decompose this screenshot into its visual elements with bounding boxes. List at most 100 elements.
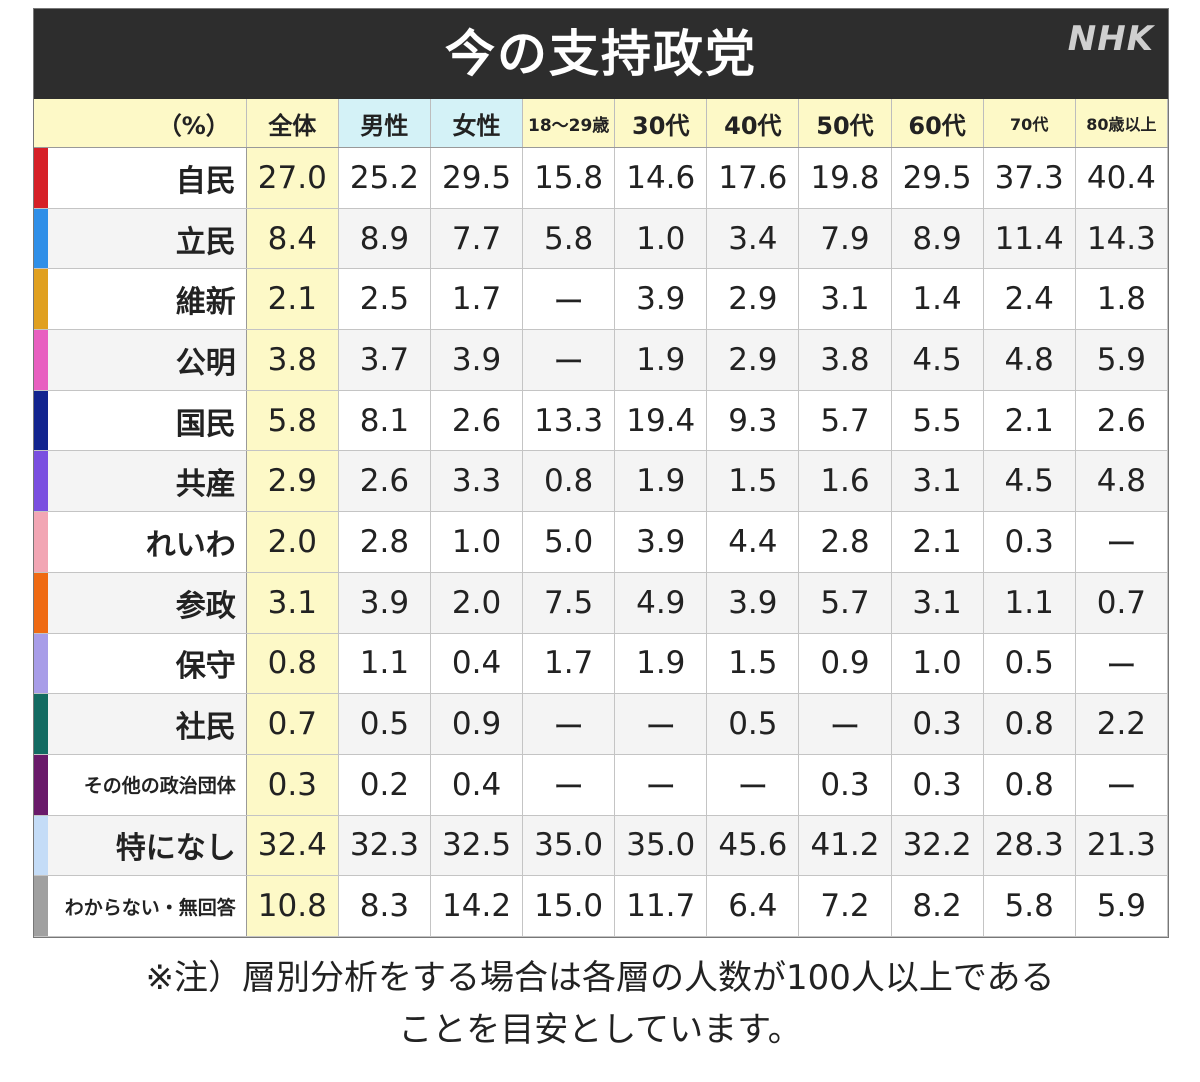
value-cell: 1.6 xyxy=(798,450,892,513)
value-cell: 8.2 xyxy=(891,875,984,937)
value-cell: 13.3 xyxy=(522,390,616,452)
party-name: れいわ xyxy=(145,527,236,563)
value-cell: ー xyxy=(1075,633,1169,695)
value-cell: 0.9 xyxy=(798,633,892,695)
table-row: 維新 2.1 2.5 1.7 ー 3.9 2.9 3.1 1.4 2.4 1.8 xyxy=(34,268,1169,331)
value-cell: 29.5 xyxy=(430,147,524,209)
party-name: 特になし xyxy=(115,831,236,867)
value-cell: 14.6 xyxy=(614,147,708,209)
value-cell-all: 27.0 xyxy=(246,147,339,209)
value-cell-all: 3.8 xyxy=(246,329,339,391)
value-cell-all: 32.4 xyxy=(246,815,339,877)
party-color-swatch xyxy=(34,512,48,572)
value-cell: ー xyxy=(522,754,616,816)
column-header: 全体 xyxy=(246,99,339,148)
value-cell: ー xyxy=(522,693,616,755)
party-color-swatch xyxy=(34,148,48,208)
value-cell: 0.3 xyxy=(891,693,984,755)
value-cell: 41.2 xyxy=(798,815,892,877)
value-cell: 1.4 xyxy=(891,268,984,331)
value-cell: 9.3 xyxy=(706,390,800,452)
value-cell: 3.9 xyxy=(614,511,708,573)
nhk-logo: NHK xyxy=(1067,19,1154,59)
value-cell: 1.0 xyxy=(614,208,708,270)
value-cell: 2.9 xyxy=(706,329,800,391)
party-name: 国民 xyxy=(175,406,236,442)
value-cell: 3.3 xyxy=(430,450,524,513)
value-cell: 0.5 xyxy=(983,633,1076,695)
value-cell: 2.0 xyxy=(430,572,524,634)
party-color-swatch xyxy=(34,694,48,754)
value-cell: 29.5 xyxy=(891,147,984,209)
chart-frame: 今の支持政党 NHK （%） 全体 男性 女性 18〜29歳 30代 40代 50代 60代 70… xyxy=(33,8,1169,938)
value-cell: 4.5 xyxy=(891,329,984,391)
value-cell: ー xyxy=(1075,754,1169,816)
table-body: 自民 27.0 25.2 29.5 15.8 14.6 17.6 19.8 29.5 37.3 40… xyxy=(34,147,1169,937)
value-cell: 1.7 xyxy=(430,268,524,331)
value-cell: 25.2 xyxy=(338,147,431,209)
value-cell: 0.5 xyxy=(706,693,800,755)
party-name: 社民 xyxy=(175,710,236,746)
value-cell: 1.5 xyxy=(706,450,800,513)
column-header: 女性 xyxy=(430,99,524,148)
value-cell: 7.5 xyxy=(522,572,616,634)
title-bar: 今の支持政党 NHK xyxy=(34,9,1168,99)
party-label: その他の政治団体 xyxy=(34,754,247,816)
value-cell: 32.5 xyxy=(430,815,524,877)
header-unit: （%） xyxy=(34,99,247,148)
value-cell: 4.9 xyxy=(614,572,708,634)
value-cell: 0.8 xyxy=(983,693,1076,755)
value-cell-all: 2.9 xyxy=(246,450,339,513)
table-row: 国民 5.8 8.1 2.6 13.3 19.4 9.3 5.7 5.5 2.1 2.6 xyxy=(34,390,1169,452)
chart-title: 今の支持政党 xyxy=(445,25,757,83)
value-cell: 5.8 xyxy=(522,208,616,270)
value-cell-all: 0.8 xyxy=(246,633,339,695)
value-cell: 21.3 xyxy=(1075,815,1169,877)
party-color-swatch xyxy=(34,330,48,390)
value-cell: 19.4 xyxy=(614,390,708,452)
value-cell: 7.2 xyxy=(798,875,892,937)
footnote: ※注）層別分析をする場合は各層の人数が100人以上である ことを目安としています… xyxy=(0,952,1200,1056)
party-name: 自民 xyxy=(175,163,236,199)
value-cell-all: 5.8 xyxy=(246,390,339,452)
value-cell: 3.9 xyxy=(338,572,431,634)
value-cell: 14.2 xyxy=(430,875,524,937)
column-header: 50代 xyxy=(798,99,892,148)
value-cell: 5.7 xyxy=(798,572,892,634)
value-cell: 4.8 xyxy=(1075,450,1169,513)
value-cell: 11.7 xyxy=(614,875,708,937)
party-color-swatch xyxy=(34,815,48,876)
value-cell: 37.3 xyxy=(983,147,1076,209)
value-cell: 17.6 xyxy=(706,147,800,209)
value-cell: 0.3 xyxy=(798,754,892,816)
value-cell: 1.9 xyxy=(614,450,708,513)
table-row: 社民 0.7 0.5 0.9 ーー 0.5 ー 0.3 0.8 2.2 xyxy=(34,693,1169,755)
value-cell: 45.6 xyxy=(706,815,800,877)
value-cell: 8.1 xyxy=(338,390,431,452)
value-cell: ー xyxy=(522,268,616,331)
value-cell: 5.5 xyxy=(891,390,984,452)
column-header: 30代 xyxy=(614,99,708,148)
value-cell: 5.9 xyxy=(1075,875,1169,937)
party-label: 特になし xyxy=(34,815,247,877)
value-cell: 0.4 xyxy=(430,754,524,816)
value-cell: 40.4 xyxy=(1075,147,1169,209)
value-cell: ー xyxy=(614,754,708,816)
value-cell: 0.3 xyxy=(891,754,984,816)
value-cell: 4.5 xyxy=(983,450,1076,513)
value-cell: 3.1 xyxy=(891,572,984,634)
column-header: 男性 xyxy=(338,99,431,148)
value-cell: 1.9 xyxy=(614,329,708,391)
party-label: れいわ xyxy=(34,511,247,573)
value-cell: 1.1 xyxy=(983,572,1076,634)
value-cell: 14.3 xyxy=(1075,208,1169,270)
party-color-swatch xyxy=(34,876,48,936)
party-color-swatch xyxy=(34,633,48,694)
value-cell: 1.0 xyxy=(891,633,984,695)
party-label: わからない・無回答 xyxy=(34,875,247,937)
value-cell: 3.8 xyxy=(798,329,892,391)
value-cell: 5.7 xyxy=(798,390,892,452)
value-cell-all: 2.0 xyxy=(246,511,339,573)
party-name: 立民 xyxy=(175,224,236,260)
value-cell: 3.4 xyxy=(706,208,800,270)
